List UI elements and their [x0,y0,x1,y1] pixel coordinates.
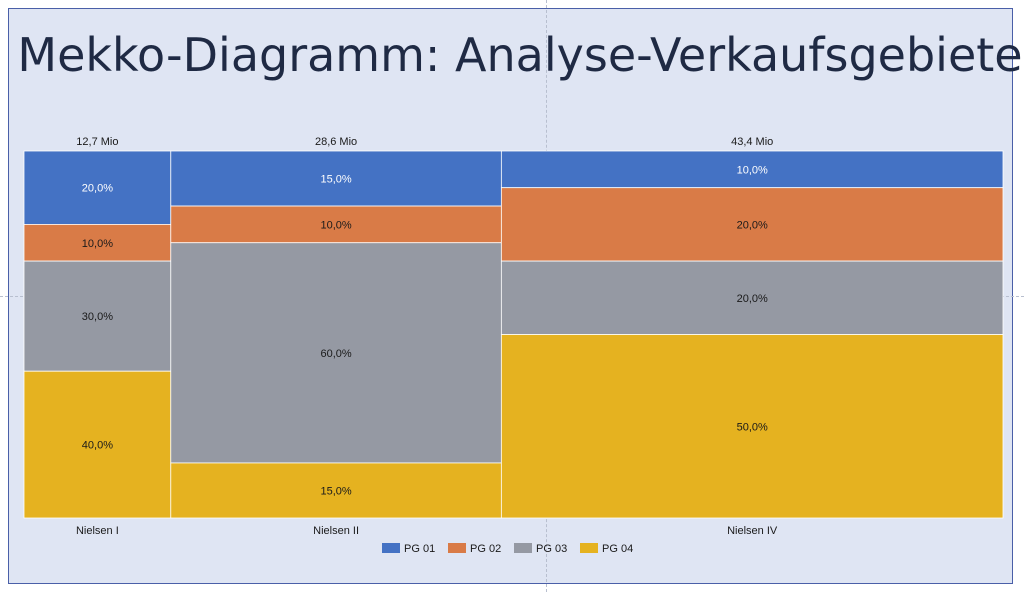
legend-label: PG 01 [404,543,435,555]
legend-swatch-pg02 [448,543,466,553]
column-total-label: 43,4 Mio [731,136,773,148]
legend-label: PG 03 [536,543,567,555]
segment-3-pg02 [500,187,1004,262]
legend-swatch-pg04 [580,543,598,553]
segment-3-pg03 [500,260,1004,335]
segment-1-pg01 [23,150,172,225]
data-label: 10,0% [737,164,768,176]
segment-1-pg02 [23,223,172,262]
category-label: Nielsen II [313,525,359,537]
data-label: 10,0% [320,219,351,231]
legend-swatch-pg01 [382,543,400,553]
data-label: 30,0% [82,311,113,323]
data-label: 60,0% [320,348,351,360]
column-total-label: 28,6 Mio [315,136,357,148]
data-label: 40,0% [82,440,113,452]
column-total-label: 12,7 Mio [76,136,118,148]
data-label: 20,0% [82,183,113,195]
legend-label: PG 02 [470,543,501,555]
data-label: 10,0% [82,238,113,250]
data-label: 50,0% [737,421,768,433]
legend-label: PG 04 [602,543,633,555]
data-label: 15,0% [320,174,351,186]
segment-2-pg02 [170,205,502,244]
data-label: 20,0% [737,293,768,305]
category-label: Nielsen IV [727,525,778,537]
segment-3-pg04 [500,334,1004,519]
data-label: 15,0% [320,485,351,497]
segment-2-pg03 [170,242,502,464]
data-label: 20,0% [737,219,768,231]
segment-2-pg04 [170,462,502,519]
category-label: Nielsen I [76,525,119,537]
segment-1-pg03 [23,260,172,372]
chart-title: Mekko-Diagramm: Analyse-Verkaufsgebiete [17,28,1023,82]
legend-swatch-pg03 [514,543,532,553]
